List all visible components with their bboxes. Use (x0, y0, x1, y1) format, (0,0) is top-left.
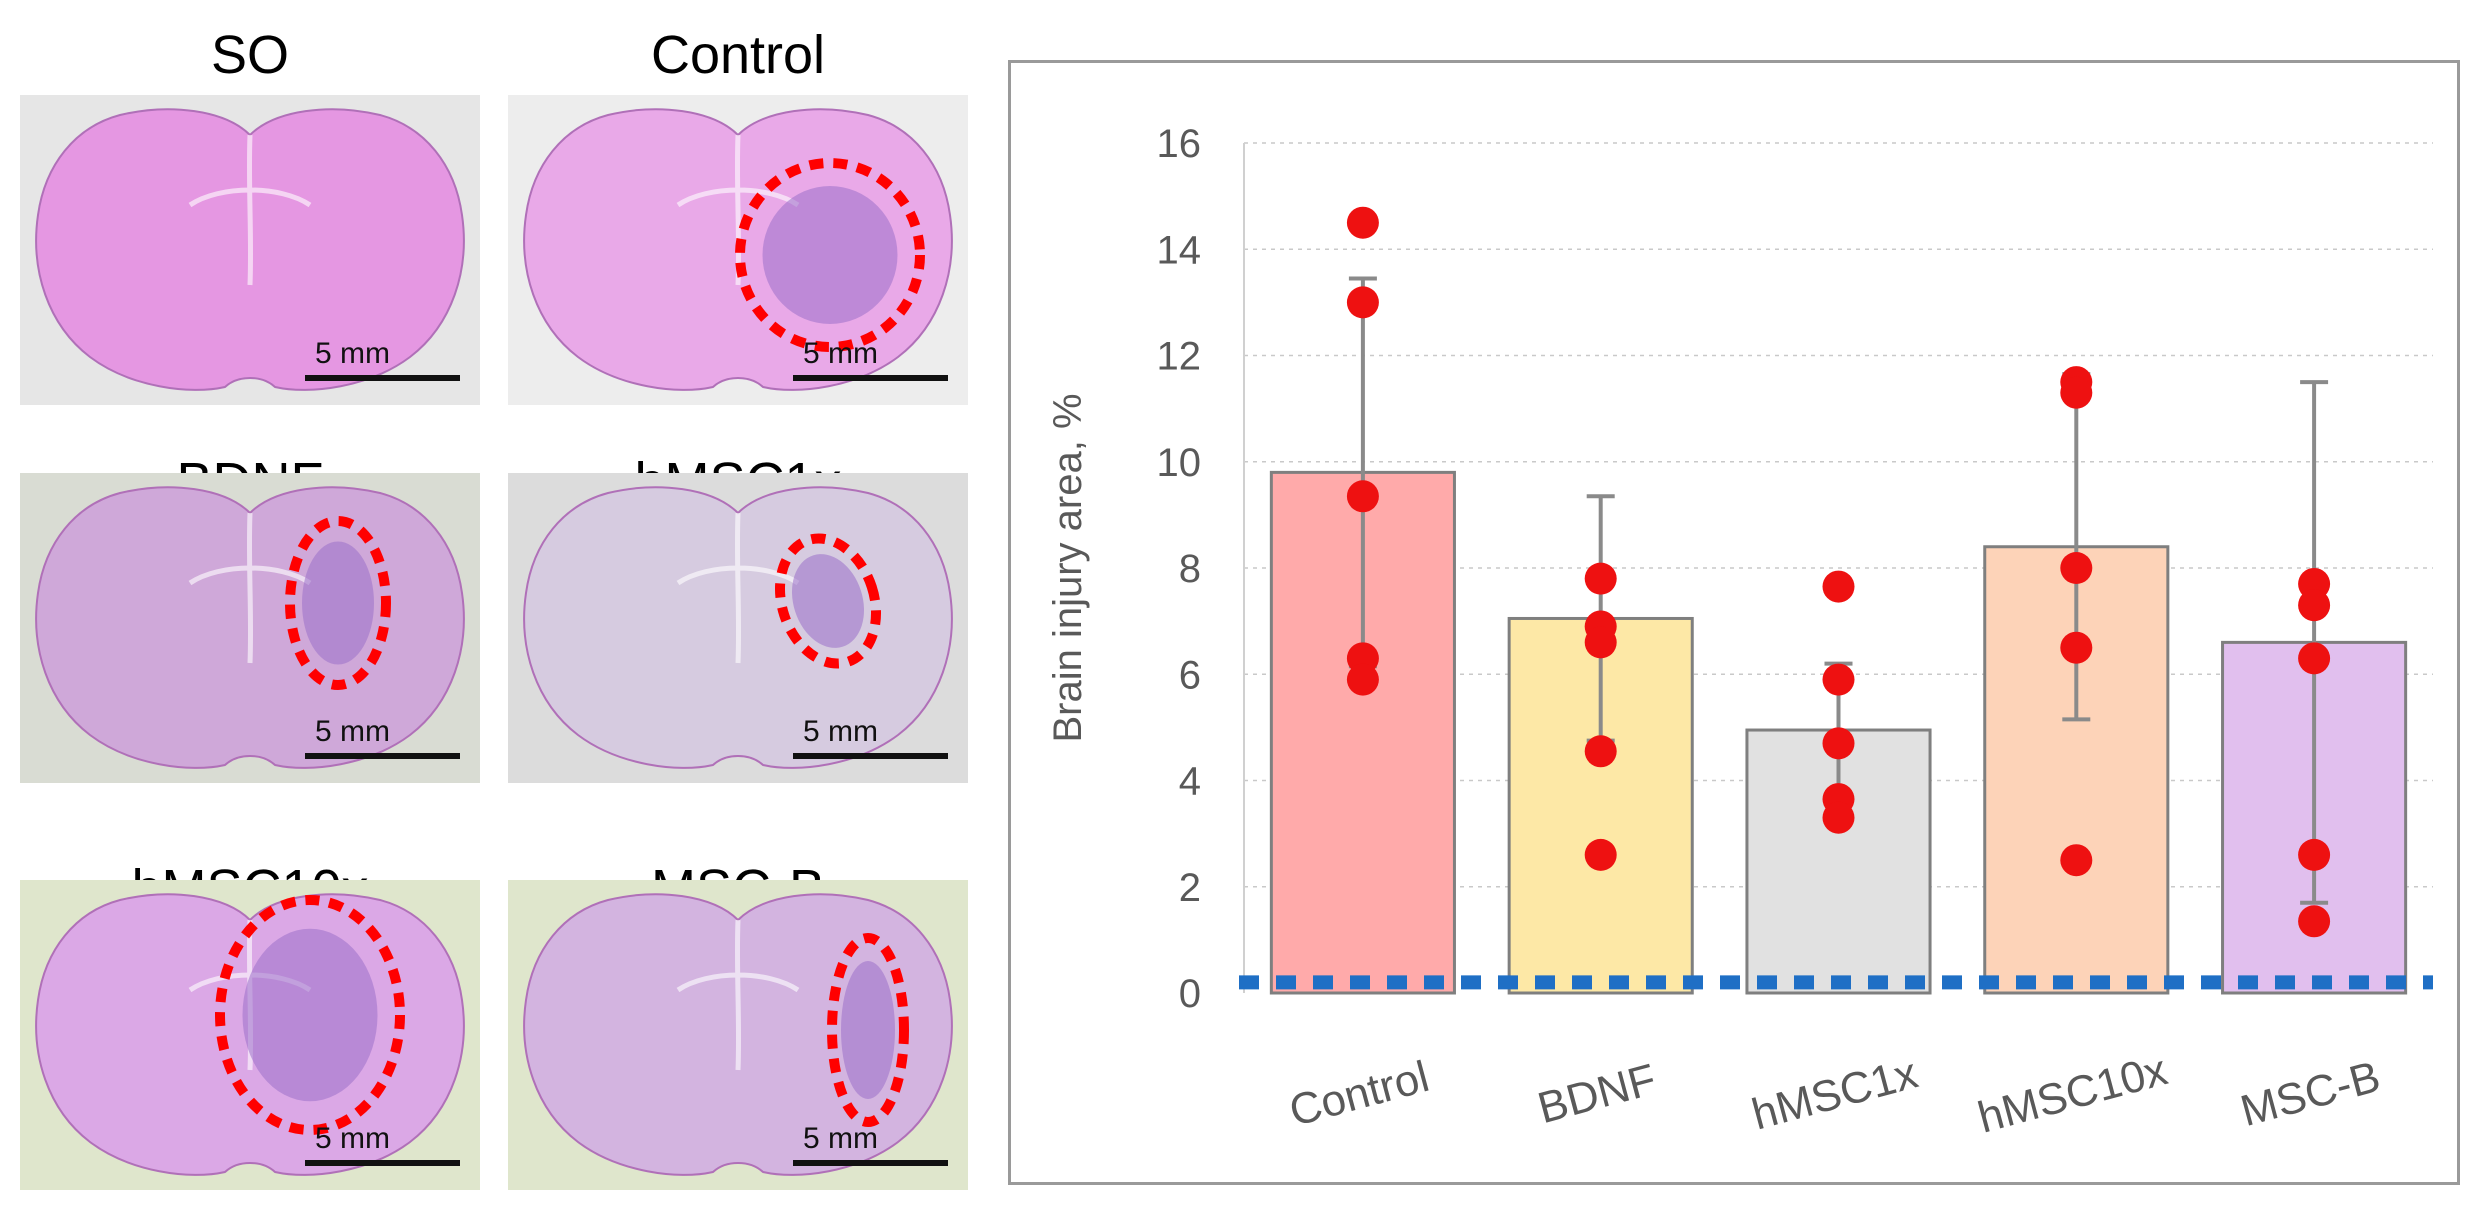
brain-slice-image-so: 5 mm (20, 95, 480, 405)
brain-slice-image-control: 5 mm (508, 95, 968, 405)
x-category-label: hMSC10x (1973, 1045, 2172, 1142)
scale-bar (305, 375, 460, 381)
lesion-outline-dashed (215, 895, 405, 1135)
x-category-label: BDNF (1533, 1055, 1661, 1133)
data-point (1346, 663, 1379, 696)
y-tick-label: 8 (1179, 547, 1201, 591)
y-tick-label: 14 (1157, 228, 1202, 272)
data-point (1584, 838, 1617, 871)
x-category-label: MSC-B (2236, 1052, 2386, 1136)
x-category-label: hMSC1x (1747, 1048, 1923, 1139)
y-tick-label: 6 (1179, 653, 1201, 697)
y-tick-label: 10 (1157, 441, 1202, 485)
brain-slice-drawing (523, 486, 953, 769)
y-tick-label: 0 (1179, 972, 1201, 1016)
data-point (2060, 376, 2093, 409)
data-point (1346, 480, 1379, 513)
scale-bar-label: 5 mm (803, 337, 878, 370)
panel-title-so: SO (210, 25, 290, 85)
data-point (1346, 286, 1379, 319)
scale-bar-label: 5 mm (315, 1122, 390, 1155)
lesion-outline-dashed (827, 933, 909, 1127)
data-point (1584, 626, 1617, 659)
bar-chart: 0 2 4 6 8 10 12 14 16 Brain injury area, % Control… (1008, 60, 2460, 1185)
ventricle-lines (676, 919, 800, 1071)
data-point (1822, 570, 1855, 603)
y-tick-label: 12 (1157, 335, 1202, 379)
data-point (2060, 844, 2093, 877)
chart-svg: 0 2 4 6 8 10 12 14 16 Brain injury area, % Control… (1046, 122, 2433, 1143)
lesion-area (841, 961, 895, 1099)
brain-slice-drawing (523, 893, 953, 1176)
y-tick-label: 2 (1179, 866, 1201, 910)
brain-slice-image-hmsc1x: 5 mm (508, 473, 968, 783)
ventricle-lines (676, 512, 800, 664)
data-point (1822, 727, 1855, 760)
lesion-outline-dashed (774, 533, 882, 669)
data-point (1822, 663, 1855, 696)
lesion-outline-dashed (735, 158, 925, 352)
brain-slice-drawing (35, 108, 465, 391)
panel-title-control: Control (650, 25, 826, 85)
data-point (2060, 631, 2093, 664)
data-point (1346, 206, 1379, 239)
scale-bar (793, 1160, 948, 1166)
brain-slice-drawing (523, 108, 953, 391)
brain-slice-image-hmsc10x: 5 mm (20, 880, 480, 1190)
data-point (2298, 905, 2331, 938)
data-point (1822, 801, 1855, 834)
lesion-area (762, 186, 898, 324)
data-point (1584, 562, 1617, 595)
data-point (1584, 735, 1617, 768)
scale-bar-label: 5 mm (315, 715, 390, 748)
data-point (2298, 838, 2331, 871)
scale-bar (305, 1160, 460, 1166)
scale-bar-label: 5 mm (803, 715, 878, 748)
lesion-outline-dashed (285, 516, 391, 690)
y-axis-title: Brain injury area, % (1046, 393, 1090, 742)
ventricle-lines (188, 134, 312, 286)
lesion-area (791, 554, 865, 648)
data-point (2060, 552, 2093, 584)
brain-slice-image-msc-b: 5 mm (508, 880, 968, 1190)
ventricle-lines (188, 512, 312, 664)
scale-bar-label: 5 mm (803, 1122, 878, 1155)
scale-bar-label: 5 mm (315, 337, 390, 370)
data-point (2298, 642, 2331, 675)
scale-bar (793, 753, 948, 759)
y-tick-label: 4 (1179, 760, 1201, 804)
brain-slice-drawing (35, 486, 465, 769)
brain-slice-drawing (35, 893, 465, 1176)
lesion-area (242, 928, 378, 1102)
y-tick-label: 16 (1157, 122, 1202, 166)
scale-bar (793, 375, 948, 381)
x-category-label: Control (1284, 1052, 1434, 1136)
scale-bar (305, 753, 460, 759)
brain-slice-image-bdnf: 5 mm (20, 473, 480, 783)
data-point (2298, 589, 2331, 622)
lesion-area (302, 541, 374, 665)
